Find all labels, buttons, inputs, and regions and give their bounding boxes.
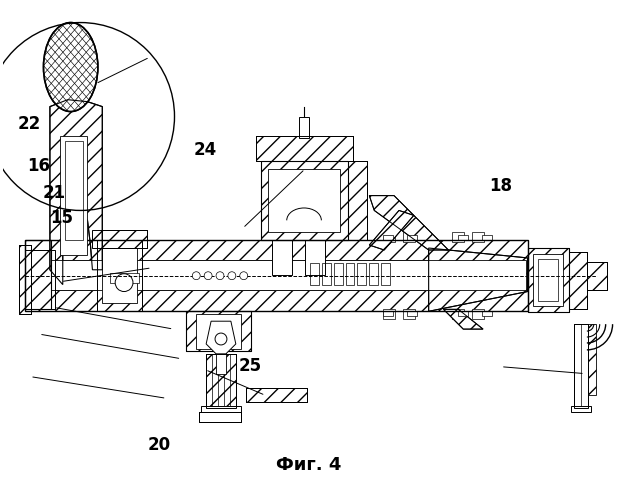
Bar: [452, 232, 464, 242]
Bar: [255, 136, 352, 161]
Bar: [102, 248, 137, 304]
Bar: [268, 169, 339, 232]
Polygon shape: [370, 196, 449, 250]
Bar: [482, 235, 492, 240]
Bar: [383, 310, 395, 319]
Bar: [472, 310, 484, 319]
Bar: [93, 230, 147, 248]
Circle shape: [228, 272, 236, 280]
Bar: [199, 412, 241, 422]
Circle shape: [193, 272, 201, 280]
Bar: [407, 312, 416, 316]
Bar: [186, 312, 251, 351]
Bar: [310, 263, 319, 284]
Bar: [381, 263, 390, 284]
Bar: [299, 116, 309, 138]
Bar: [403, 232, 415, 242]
Text: 25: 25: [239, 357, 262, 375]
Polygon shape: [444, 310, 483, 329]
Circle shape: [204, 272, 212, 280]
Bar: [357, 263, 366, 284]
Bar: [260, 161, 347, 240]
Bar: [110, 272, 124, 282]
Circle shape: [240, 272, 247, 280]
Bar: [305, 240, 325, 274]
Bar: [25, 240, 528, 312]
Polygon shape: [50, 100, 102, 284]
Bar: [539, 259, 558, 302]
Bar: [571, 406, 591, 412]
Bar: [574, 324, 588, 408]
Bar: [581, 324, 588, 408]
Bar: [246, 388, 307, 402]
Bar: [199, 412, 241, 422]
Bar: [569, 252, 587, 310]
Bar: [574, 324, 588, 408]
Circle shape: [216, 272, 224, 280]
Polygon shape: [25, 290, 528, 312]
Polygon shape: [25, 240, 528, 310]
Text: 15: 15: [50, 209, 73, 227]
Text: 21: 21: [43, 184, 65, 202]
Text: 20: 20: [147, 436, 170, 454]
Polygon shape: [25, 240, 51, 310]
Bar: [206, 354, 236, 408]
Bar: [569, 252, 587, 310]
Polygon shape: [206, 321, 236, 354]
Bar: [458, 235, 468, 240]
Text: 18: 18: [489, 176, 512, 194]
Bar: [383, 232, 395, 242]
Bar: [587, 262, 607, 289]
Bar: [458, 312, 468, 316]
Bar: [588, 324, 596, 396]
Circle shape: [115, 274, 133, 291]
Bar: [201, 406, 241, 414]
Bar: [383, 235, 393, 240]
Bar: [186, 312, 251, 351]
Bar: [528, 248, 569, 312]
Bar: [19, 245, 31, 314]
Bar: [97, 240, 142, 312]
Bar: [206, 354, 236, 408]
Bar: [216, 349, 226, 374]
Polygon shape: [370, 210, 414, 250]
Circle shape: [215, 333, 227, 345]
Bar: [196, 314, 241, 349]
Text: 24: 24: [193, 141, 217, 159]
Text: Фиг. 4: Фиг. 4: [276, 456, 341, 474]
Bar: [60, 136, 88, 255]
Text: 22: 22: [18, 115, 41, 133]
Bar: [347, 161, 367, 240]
Polygon shape: [25, 240, 528, 260]
Bar: [528, 248, 569, 312]
Bar: [25, 250, 55, 310]
Bar: [587, 262, 607, 289]
Bar: [347, 161, 367, 240]
Bar: [260, 161, 347, 240]
Bar: [452, 310, 464, 319]
Bar: [472, 232, 484, 242]
Bar: [534, 254, 563, 306]
Bar: [25, 250, 55, 310]
Bar: [51, 260, 526, 290]
Bar: [322, 263, 331, 284]
Bar: [407, 235, 416, 240]
Bar: [383, 312, 393, 316]
Bar: [246, 388, 307, 402]
Bar: [346, 263, 355, 284]
Bar: [97, 240, 142, 312]
Polygon shape: [429, 248, 528, 312]
Bar: [482, 312, 492, 316]
Ellipse shape: [43, 22, 98, 112]
Bar: [403, 310, 415, 319]
Bar: [334, 263, 342, 284]
Bar: [93, 230, 147, 248]
Bar: [65, 141, 83, 240]
Bar: [370, 263, 378, 284]
Bar: [19, 245, 31, 314]
Bar: [255, 136, 352, 161]
Text: 16: 16: [27, 157, 51, 175]
Bar: [125, 272, 139, 282]
Bar: [273, 240, 292, 274]
